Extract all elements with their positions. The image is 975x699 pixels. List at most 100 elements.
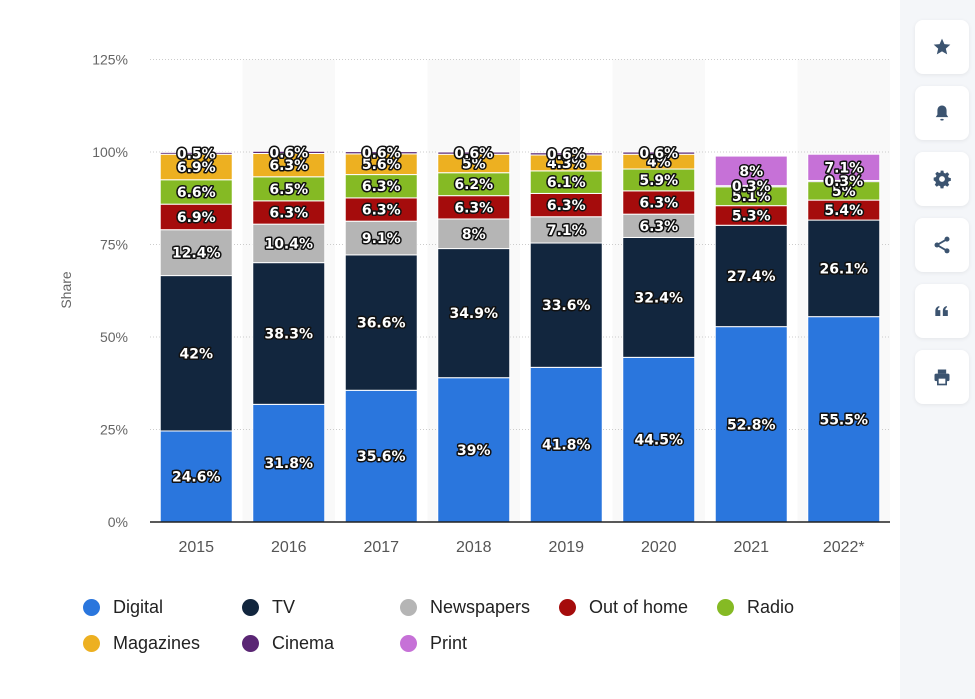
y-tick-label: 125%	[92, 52, 128, 68]
legend-marker-out-of-home	[559, 598, 576, 616]
y-axis-title: Share	[58, 271, 74, 309]
bar-segment-tv[interactable]	[437, 248, 511, 379]
data-label: 8%	[462, 227, 486, 243]
legend-item-cinema[interactable]: Cinema	[242, 631, 334, 655]
data-label: 10.4%	[264, 236, 313, 252]
bar-segment-cinema[interactable]	[344, 151, 418, 155]
data-label: 6.1%	[547, 175, 586, 191]
x-tick-label: 2022*	[823, 539, 865, 556]
cite-button[interactable]	[915, 284, 969, 338]
bar-segment-tv[interactable]	[344, 254, 418, 391]
data-label: 6.3%	[362, 179, 401, 195]
bar-segment-digital[interactable]	[437, 377, 511, 523]
data-label: 0.6%	[269, 145, 308, 161]
legend-label: Cinema	[272, 632, 335, 653]
data-label: 31.8%	[264, 456, 313, 472]
data-label: 27.4%	[727, 269, 776, 285]
notification-button[interactable]	[915, 86, 969, 140]
gear-icon	[933, 170, 951, 189]
bar-segment-radio[interactable]	[252, 176, 326, 202]
bar-segment-tv[interactable]	[622, 236, 696, 358]
legend-item-radio[interactable]: Radio	[717, 595, 794, 619]
data-label: 12.4%	[172, 246, 221, 262]
data-label: 44.5%	[634, 433, 683, 449]
bar-segment-tv[interactable]	[807, 219, 881, 318]
legend-label: TV	[272, 596, 296, 617]
x-tick-label: 2016	[271, 539, 307, 556]
bar-segment-digital[interactable]	[529, 366, 603, 523]
data-label: 5.9%	[639, 173, 678, 189]
x-tick-label: 2018	[456, 539, 492, 556]
y-axis-ticks: 0% 25% 50% 75% 100% 125%	[92, 52, 128, 531]
data-label: 42%	[179, 346, 213, 362]
y-tick-label: 100%	[92, 144, 128, 160]
data-label: 41.8%	[542, 438, 591, 454]
bar-segment-cinema[interactable]	[159, 151, 233, 155]
data-label: 6.9%	[177, 160, 216, 176]
y-tick-label: 25%	[100, 422, 128, 438]
bar-segment-cinema[interactable]	[252, 150, 326, 154]
legend-item-print[interactable]: Print	[400, 631, 467, 655]
settings-button[interactable]	[915, 152, 969, 206]
bar-segment-digital[interactable]	[252, 403, 326, 523]
bar-segment-newspapers[interactable]	[437, 218, 511, 250]
share-button[interactable]	[915, 218, 969, 272]
bar-segment-digital[interactable]	[714, 326, 788, 523]
bar-segment-print[interactable]	[714, 155, 788, 187]
bars	[159, 150, 881, 523]
legend-marker-tv	[242, 598, 259, 616]
legend-item-newspapers[interactable]: Newspapers	[400, 595, 530, 619]
legend-item-tv[interactable]: TV	[242, 595, 295, 619]
data-label: 7.1%	[824, 160, 863, 176]
data-label: 5.4%	[824, 203, 863, 219]
quote-icon	[935, 306, 948, 316]
data-label: 6.3%	[639, 196, 678, 212]
data-label: 5.6%	[362, 157, 401, 173]
bar-segment-digital[interactable]	[159, 430, 233, 523]
star-icon	[933, 38, 951, 55]
data-label: 6.9%	[177, 210, 216, 226]
bar-segment-newspapers[interactable]	[529, 216, 603, 244]
data-label: 32.4%	[634, 290, 683, 306]
data-label: 0.6%	[362, 146, 401, 162]
data-label: 35.6%	[357, 449, 406, 465]
legend-label: Magazines	[113, 632, 201, 653]
data-label: 6.3%	[269, 158, 308, 174]
bar-segment-newspapers[interactable]	[252, 223, 326, 264]
legend-marker-digital	[83, 598, 100, 616]
bar-segment-radio[interactable]	[159, 179, 233, 205]
bar-segment-cinema[interactable]	[622, 151, 696, 155]
bar-segment-tv[interactable]	[714, 224, 788, 328]
legend-item-out-of-home[interactable]: Out of home	[559, 595, 688, 619]
x-tick-label: 2020	[641, 539, 677, 556]
bar-segment-digital[interactable]	[344, 389, 418, 523]
data-label: 39%	[457, 443, 491, 459]
bar-segment-tv[interactable]	[252, 262, 326, 405]
data-label: 6.3%	[269, 205, 308, 221]
data-label: 0.3%	[824, 174, 863, 190]
x-tick-label: 2015	[178, 539, 214, 556]
legend-item-magazines[interactable]: Magazines	[83, 631, 200, 655]
legend-item-digital[interactable]: Digital	[83, 595, 163, 619]
print-button[interactable]	[915, 350, 969, 404]
bar-segment-print[interactable]	[807, 153, 881, 181]
data-label: 24.6%	[172, 469, 221, 485]
data-label: 5.3%	[732, 208, 771, 224]
data-label: 5%	[832, 184, 856, 200]
legend-marker-radio	[717, 598, 734, 616]
bar-segment-out-of-home[interactable]	[159, 203, 233, 231]
bar-segment-tv[interactable]	[159, 275, 233, 432]
bar-segment-magazines[interactable]	[159, 153, 233, 181]
favorite-button[interactable]	[915, 20, 969, 74]
data-label: 0.6%	[454, 146, 493, 162]
data-label: 6.3%	[639, 219, 678, 235]
bar-segment-tv[interactable]	[529, 242, 603, 368]
bar-segment-cinema[interactable]	[437, 151, 511, 155]
legend-marker-print	[400, 634, 417, 652]
data-label: 4%	[647, 155, 671, 171]
bar-segment-digital[interactable]	[807, 316, 881, 523]
bar-segment-cinema[interactable]	[529, 152, 603, 156]
data-labels: 24.6%42%12.4%6.9%6.6%6.9%0.5%31.8%38.3%1…	[170, 144, 869, 487]
bar-segment-digital[interactable]	[622, 356, 696, 523]
bar-segment-newspapers[interactable]	[159, 229, 233, 277]
